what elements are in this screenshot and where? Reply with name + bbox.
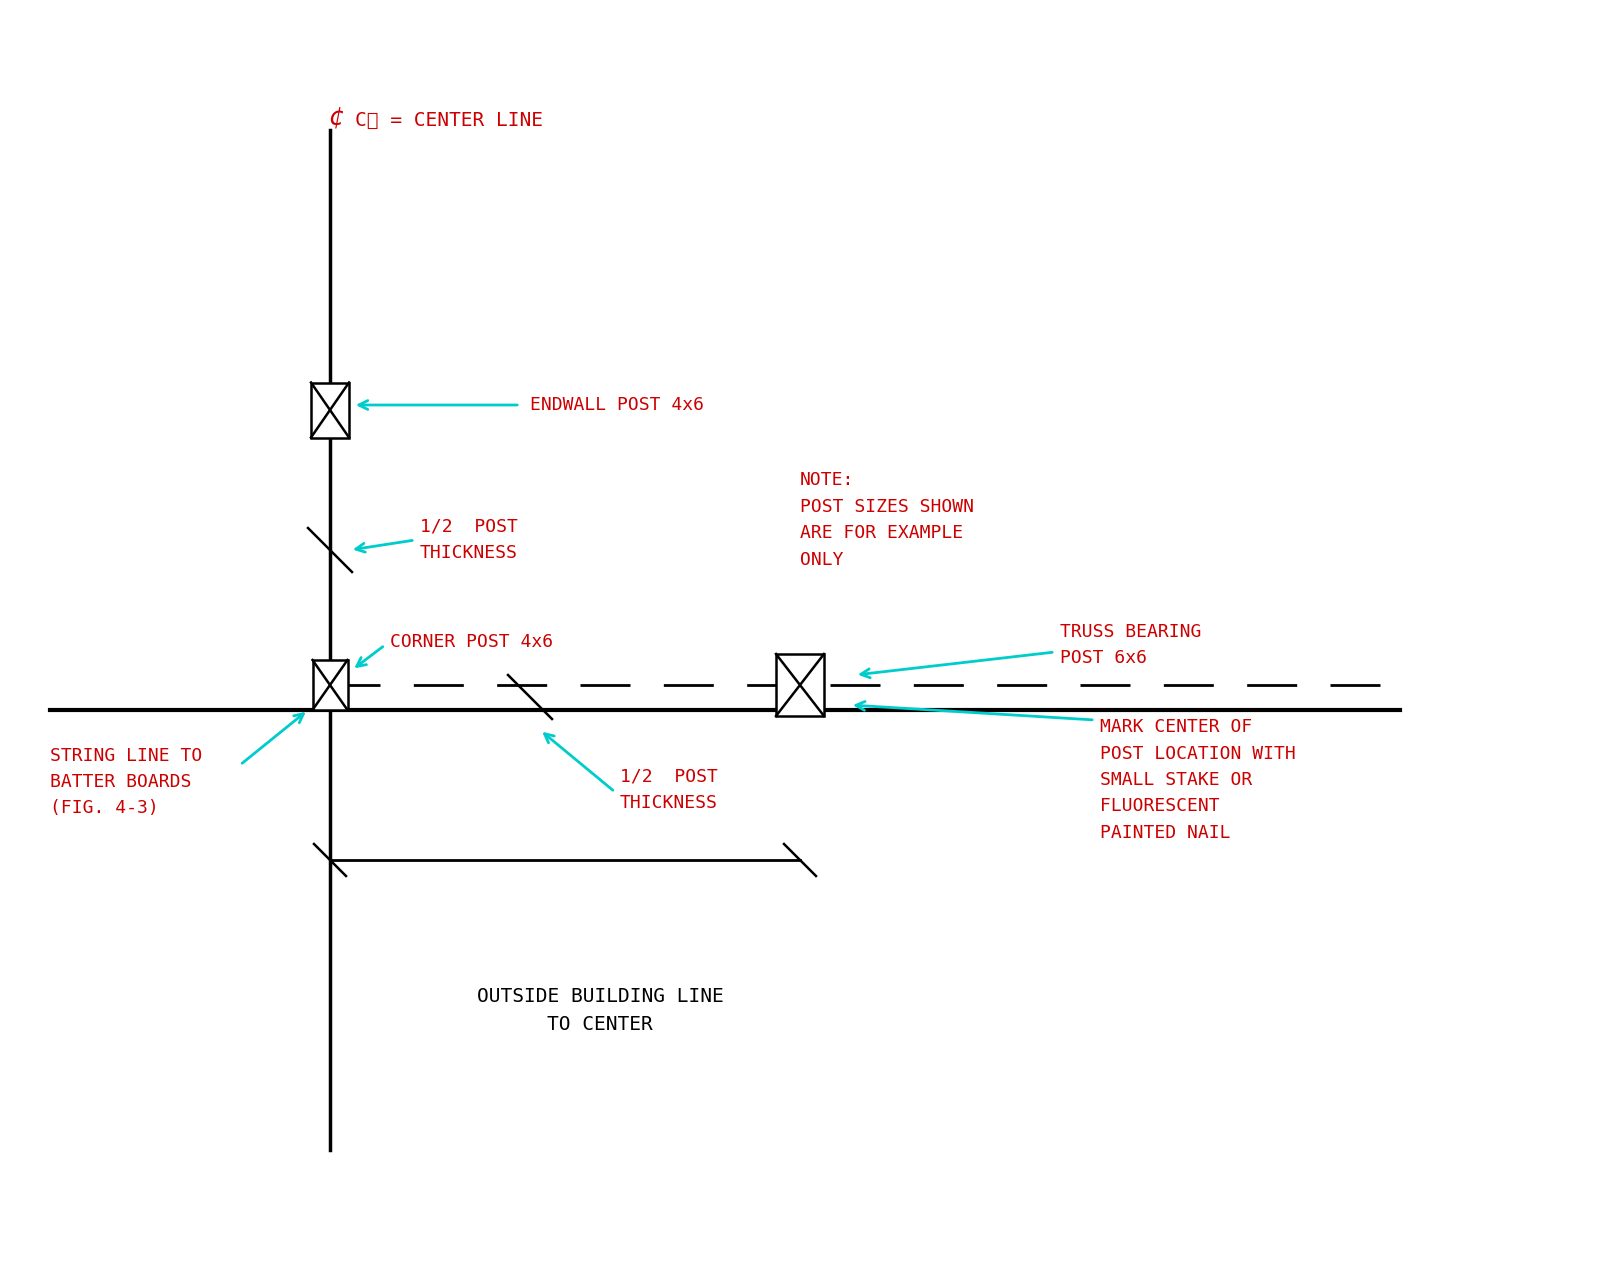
Text: MARK CENTER OF
POST LOCATION WITH
SMALL STAKE OR
FLUORESCENT
PAINTED NAIL: MARK CENTER OF POST LOCATION WITH SMALL … <box>1101 718 1296 842</box>
Text: STRING LINE TO
BATTER BOARDS
(FIG. 4-3): STRING LINE TO BATTER BOARDS (FIG. 4-3) <box>50 746 202 818</box>
Text: ENDWALL POST 4x6: ENDWALL POST 4x6 <box>530 396 704 413</box>
Text: NOTE:
POST SIZES SHOWN
ARE FOR EXAMPLE
ONLY: NOTE: POST SIZES SHOWN ARE FOR EXAMPLE O… <box>800 471 974 568</box>
Text: TRUSS BEARING
POST 6x6: TRUSS BEARING POST 6x6 <box>1059 623 1202 667</box>
Bar <box>310 383 349 438</box>
Text: OUTSIDE BUILDING LINE
TO CENTER: OUTSIDE BUILDING LINE TO CENTER <box>477 987 723 1033</box>
Text: 1/2  POST
THICKNESS: 1/2 POST THICKNESS <box>419 518 518 562</box>
Text: 1/2  POST
THICKNESS: 1/2 POST THICKNESS <box>621 768 718 813</box>
Bar <box>312 660 347 710</box>
Bar <box>776 654 824 716</box>
Text: Cℓ = CENTER LINE: Cℓ = CENTER LINE <box>355 110 542 129</box>
Text: ¢: ¢ <box>328 105 344 129</box>
Text: CORNER POST 4x6: CORNER POST 4x6 <box>390 634 554 652</box>
